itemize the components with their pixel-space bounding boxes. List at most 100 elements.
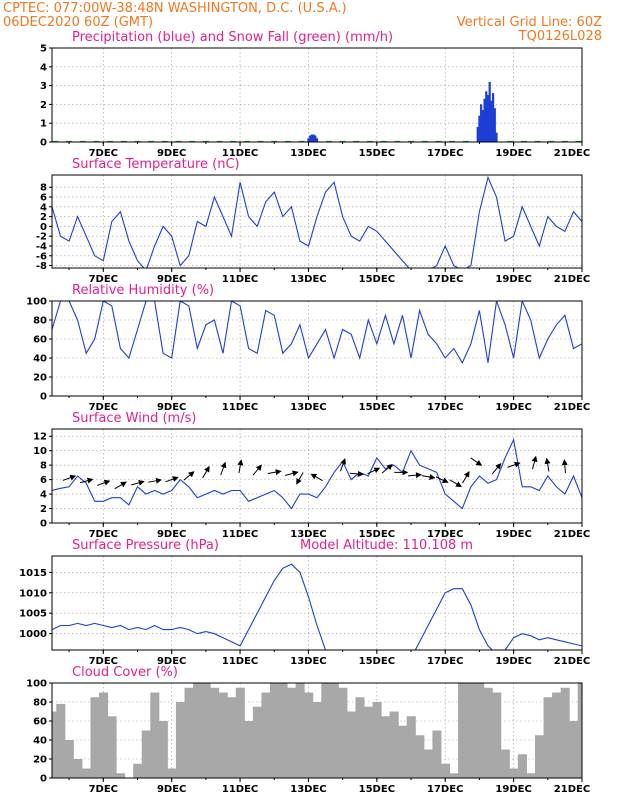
y-tick-label: -2 [36, 232, 47, 243]
x-tick-label: 11DEC [222, 148, 258, 159]
cloud-bar [252, 706, 262, 778]
y-tick-label: 80 [33, 316, 47, 327]
cloud-bar [278, 683, 288, 778]
y-tick-label: 60 [33, 335, 47, 346]
y-tick-label: 6 [40, 193, 47, 204]
x-tick-label: 19DEC [495, 784, 531, 795]
wind-arrow [561, 459, 568, 474]
wind-arrow [367, 467, 381, 475]
panel-frame [51, 555, 583, 651]
y-tick-label: 0 [40, 222, 47, 233]
cloud-bar [569, 721, 579, 778]
wind-arrow [421, 474, 436, 480]
snow-bar [284, 140, 291, 142]
cloud-bar [73, 759, 83, 778]
precip-bar [485, 91, 488, 142]
x-tick-label: 19DEC [495, 529, 531, 540]
cloud-bar [312, 702, 322, 778]
x-tick-label: 7DEC [89, 402, 118, 413]
snow-bar [134, 140, 141, 142]
wind-arrow [237, 459, 244, 474]
panel-frame [51, 428, 583, 524]
cloud-bar [261, 692, 271, 778]
x-tick-label: 21DEC [554, 274, 590, 285]
x-tick-label: 11DEC [222, 784, 258, 795]
y-tick-label: 0 [40, 519, 47, 530]
y-tick-label: 10 [33, 446, 47, 457]
x-tick-label: 17DEC [427, 784, 463, 795]
snow-bar [520, 140, 527, 142]
snow-bar [93, 140, 100, 142]
wind-arrow [531, 455, 538, 470]
wind-arrow [62, 474, 77, 481]
data-precip [52, 81, 582, 142]
series-line-rh [52, 301, 582, 364]
y-tick-label: 5 [40, 44, 47, 55]
wind-arrow [491, 463, 502, 475]
snow-bar [175, 140, 182, 142]
y-tick-label: 0 [40, 774, 47, 785]
x-tick-label: 17DEC [427, 148, 463, 159]
data-rh [52, 301, 582, 364]
x-tick-label: 7DEC [89, 274, 118, 285]
cloud-bar [458, 683, 468, 778]
y-tick-label: 40 [33, 354, 47, 365]
x-tick-label: 11DEC [222, 274, 258, 285]
wind-arrow [462, 470, 470, 484]
series-line-wind [52, 438, 582, 510]
snow-bar [561, 140, 568, 142]
cloud-bar [577, 683, 582, 778]
y-tick-label: 2 [40, 212, 47, 223]
wind-arrow [183, 471, 195, 481]
panel-frame [51, 47, 583, 143]
cloud-bar [466, 683, 476, 778]
precip-bar [490, 100, 493, 142]
x-tick-label: 17DEC [427, 274, 463, 285]
panel-title-rh: Relative Humidity (%) [72, 283, 214, 298]
cloud-bar [364, 706, 374, 778]
precip-bar [491, 93, 495, 142]
cloud-bar [210, 687, 220, 778]
x-tick-label: 15DEC [359, 274, 395, 285]
snow-bar [79, 140, 86, 142]
cloud-bar [133, 763, 143, 778]
cloud-bar [492, 692, 502, 778]
wind-arrow [114, 481, 127, 490]
y-tick-label: 4 [40, 490, 47, 501]
x-tick-label: 15DEC [359, 148, 395, 159]
wind-arrow [202, 465, 210, 479]
snow-bar [548, 140, 555, 142]
precip-bar [481, 110, 484, 142]
cloud-bar [184, 687, 194, 778]
x-tick-label: 7DEC [89, 148, 118, 159]
x-tick-label: 11DEC [222, 656, 258, 667]
cloud-bar [475, 683, 485, 778]
snow-bar [367, 140, 373, 142]
snow-bar [298, 140, 305, 142]
wind-arrow [267, 469, 282, 476]
x-tick-label: 15DEC [359, 402, 395, 413]
panel-title-pressure: Surface Pressure (hPa) [72, 538, 219, 553]
snow-bar [189, 140, 196, 142]
precip-bar [314, 135, 317, 142]
x-tick-label: 21DEC [554, 148, 590, 159]
cloud-bar [346, 711, 356, 778]
x-tick-label: 9DEC [157, 784, 186, 795]
series-line-pressure [52, 563, 582, 650]
snow-bar [148, 140, 155, 142]
cloud-bar [107, 716, 117, 778]
series-line-temp [52, 175, 582, 268]
cloud-bar [193, 683, 203, 778]
cloud-bar [440, 763, 450, 778]
wind-arrow [449, 479, 462, 487]
cloud-bar [432, 730, 442, 778]
wind-arrow [165, 476, 179, 483]
y-tick-label: 2 [40, 100, 47, 111]
cloud-bar [218, 692, 228, 778]
snow-bar [408, 140, 415, 142]
data-cloud [52, 683, 582, 778]
cloud-bar [517, 754, 527, 778]
cloud-bar [415, 735, 425, 778]
x-tick-label: 13DEC [290, 402, 326, 413]
